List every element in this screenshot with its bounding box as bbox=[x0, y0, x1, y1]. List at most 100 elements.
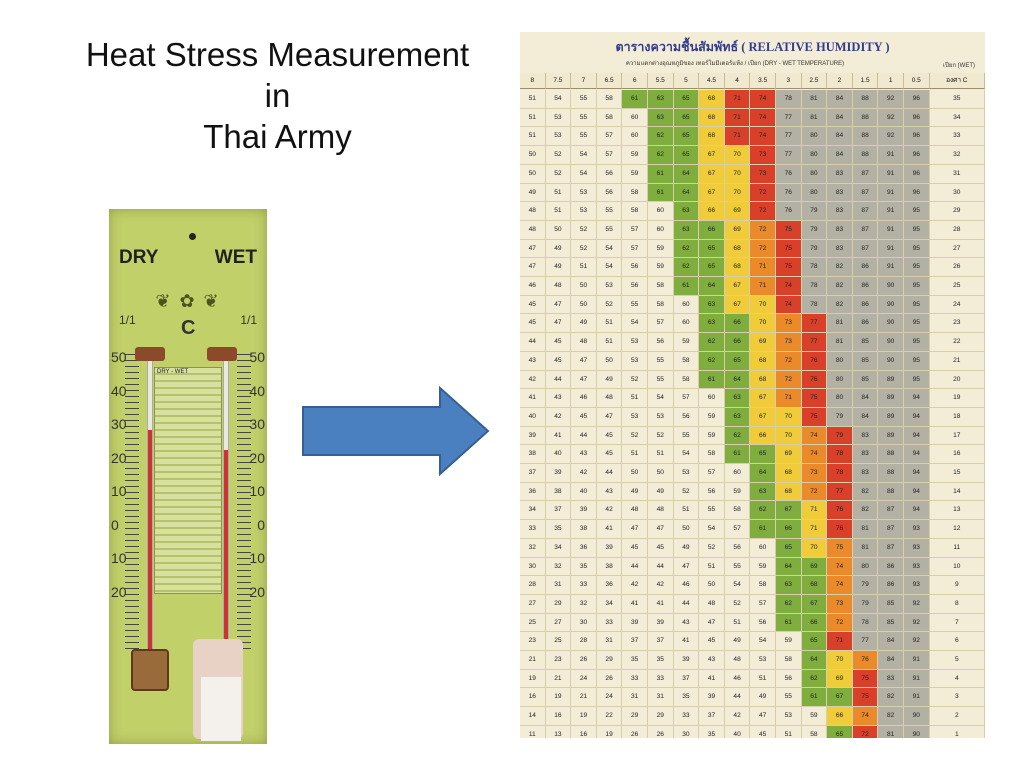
humidity-cell: 37 bbox=[520, 464, 546, 483]
humidity-cell: 57 bbox=[622, 239, 648, 259]
wet-temperature-cell: 14 bbox=[929, 482, 985, 502]
humidity-cell: 59 bbox=[648, 239, 674, 259]
humidity-cell: 75 bbox=[827, 538, 853, 558]
humidity-cell: 86 bbox=[878, 557, 904, 577]
wet-temperature-cell: 29 bbox=[929, 202, 985, 221]
humidity-cell: 53 bbox=[571, 183, 597, 203]
humidity-cell: 91 bbox=[904, 669, 930, 689]
humidity-cell: 14 bbox=[520, 707, 546, 726]
humidity-cell: 48 bbox=[571, 333, 597, 352]
row-divider bbox=[520, 313, 985, 315]
table-row: 19 21 24 26 33 33 37 41 46 51 56 62 69 75 83 91 4 bbox=[520, 669, 985, 689]
humidity-cell: 37 bbox=[622, 632, 648, 651]
table-row: 51 53 55 58 60 63 65 68 71 74 77 81 84 88 92 96 34 bbox=[520, 108, 985, 128]
humidity-cell: 52 bbox=[622, 426, 648, 446]
row-divider bbox=[520, 388, 985, 390]
table-row: 49 51 53 56 58 61 64 67 70 72 76 80 83 87 91 96 30 bbox=[520, 183, 985, 203]
humidity-cell: 93 bbox=[904, 538, 930, 558]
humidity-cell: 19 bbox=[545, 688, 572, 708]
humidity-cell: 67 bbox=[750, 407, 776, 427]
humidity-cell: 46 bbox=[724, 669, 751, 689]
wet-temperature-cell: 12 bbox=[929, 520, 985, 539]
column-header: 1 bbox=[878, 73, 904, 89]
humidity-cell: 67 bbox=[776, 501, 802, 521]
humidity-cell: 69 bbox=[724, 202, 751, 221]
humidity-cell: 45 bbox=[520, 314, 546, 334]
humidity-cell: 58 bbox=[801, 725, 828, 738]
humidity-cell: 16 bbox=[571, 725, 597, 738]
humidity-cell: 83 bbox=[827, 220, 853, 240]
row-divider bbox=[520, 481, 985, 483]
humidity-cell: 63 bbox=[776, 576, 802, 595]
humidity-cell: 50 bbox=[520, 146, 546, 165]
row-divider bbox=[520, 201, 985, 203]
humidity-cell: 42 bbox=[622, 576, 648, 595]
humidity-cell: 45 bbox=[545, 333, 572, 352]
humidity-cell: 37 bbox=[648, 632, 674, 651]
humidity-cell: 85 bbox=[878, 613, 904, 633]
humidity-cell: 67 bbox=[699, 164, 725, 184]
wet-tube bbox=[223, 354, 229, 656]
table-row: 45 47 49 51 54 57 60 63 66 70 73 77 81 86 90 95 23 bbox=[520, 314, 985, 334]
humidity-cell: 86 bbox=[852, 295, 879, 315]
humidity-cell: 55 bbox=[622, 295, 648, 315]
humidity-cell: 59 bbox=[699, 407, 725, 427]
humidity-cell: 74 bbox=[801, 445, 828, 464]
humidity-cell: 47 bbox=[571, 370, 597, 390]
table-row: 16 19 21 24 31 31 35 39 44 49 55 61 67 75 82 91 3 bbox=[520, 688, 985, 708]
humidity-cell: 87 bbox=[852, 202, 879, 221]
humidity-cell: 45 bbox=[648, 538, 674, 558]
wet-temperature-cell: 26 bbox=[929, 258, 985, 277]
humidity-cell: 38 bbox=[596, 557, 623, 577]
humidity-cell: 92 bbox=[878, 127, 904, 147]
humidity-cell: 81 bbox=[827, 333, 853, 352]
humidity-cell: 96 bbox=[904, 183, 930, 203]
humidity-cell: 33 bbox=[622, 669, 648, 689]
humidity-cell: 52 bbox=[571, 220, 597, 240]
humidity-cell: 19 bbox=[520, 669, 546, 689]
humidity-cell: 61 bbox=[750, 520, 776, 539]
humidity-cell: 54 bbox=[648, 389, 674, 408]
humidity-cell: 68 bbox=[750, 351, 776, 371]
humidity-cell: 74 bbox=[750, 108, 776, 128]
humidity-cell: 49 bbox=[724, 632, 751, 651]
humidity-cell: 55 bbox=[648, 370, 674, 390]
humidity-cell: 48 bbox=[545, 277, 572, 296]
humidity-cell: 52 bbox=[571, 239, 597, 259]
humidity-cell: 79 bbox=[801, 239, 828, 259]
humidity-cell: 57 bbox=[699, 464, 725, 483]
humidity-cell: 54 bbox=[673, 445, 700, 464]
humidity-cell: 66 bbox=[801, 613, 828, 633]
humidity-cell: 72 bbox=[750, 220, 776, 240]
humidity-cell: 76 bbox=[852, 651, 879, 670]
wet-temperature-cell: 6 bbox=[929, 632, 985, 651]
humidity-cell: 41 bbox=[699, 669, 725, 689]
column-header: 0.5 bbox=[904, 73, 930, 89]
humidity-cell: 79 bbox=[801, 220, 828, 240]
humidity-cell: 54 bbox=[699, 520, 725, 539]
humidity-cell: 45 bbox=[520, 295, 546, 315]
humidity-cell: 53 bbox=[622, 351, 648, 371]
humidity-cell: 56 bbox=[750, 613, 776, 633]
humidity-cell: 60 bbox=[648, 220, 674, 240]
humidity-cell: 26 bbox=[622, 725, 648, 738]
humidity-cell: 65 bbox=[724, 351, 751, 371]
humidity-cell: 94 bbox=[904, 445, 930, 464]
humidity-cell: 73 bbox=[827, 594, 853, 614]
humidity-cell: 78 bbox=[801, 277, 828, 296]
humidity-cell: 76 bbox=[801, 351, 828, 371]
humidity-cell: 80 bbox=[801, 127, 828, 147]
humidity-cell: 59 bbox=[724, 482, 751, 502]
humidity-cell: 84 bbox=[827, 90, 853, 109]
humidity-cell: 50 bbox=[545, 220, 572, 240]
humidity-cell: 32 bbox=[545, 557, 572, 577]
humidity-cell: 87 bbox=[852, 220, 879, 240]
humidity-cell: 49 bbox=[648, 482, 674, 502]
humidity-cell: 28 bbox=[520, 576, 546, 595]
humidity-cell: 71 bbox=[776, 389, 802, 408]
humidity-cell: 56 bbox=[673, 407, 700, 427]
humidity-cell: 61 bbox=[622, 90, 648, 109]
table-row: 47 49 52 54 57 59 62 65 68 72 75 79 83 87 91 95 27 bbox=[520, 239, 985, 259]
humidity-cell: 82 bbox=[827, 258, 853, 277]
humidity-cell: 47 bbox=[545, 295, 572, 315]
